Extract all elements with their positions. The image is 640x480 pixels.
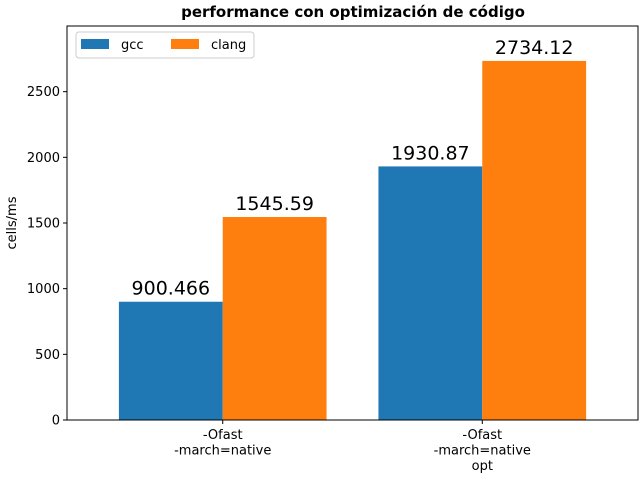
plot-area: 0 500 1000 1500 2000 2500 900.466 1930.87 1545.5…: [27, 37, 587, 474]
x-tick-label-line: -Ofast: [203, 428, 243, 443]
y-tick-label: 2500: [27, 85, 60, 100]
bar-clang: [482, 60, 587, 420]
data-label-gcc: 1930.87: [391, 142, 470, 164]
x-tick-label-line: opt: [472, 459, 493, 474]
y-tick-label: 0: [52, 414, 60, 429]
x-tick-label: -Ofast -march=native opt: [434, 428, 531, 474]
legend-box: [75, 31, 255, 59]
legend-swatch-clang: [171, 39, 199, 49]
bar-clang: [222, 217, 327, 420]
data-label-clang: 2734.12: [495, 37, 574, 59]
plot-frame: [66, 25, 639, 421]
x-tick-label-line: -march=native: [174, 444, 271, 459]
y-tick-label: 1000: [27, 282, 60, 297]
x-tick-label: -Ofast -march=native: [174, 428, 271, 459]
y-tick-label: 2000: [27, 151, 60, 166]
legend-label-clang: clang: [211, 38, 246, 53]
x-tick-label-line: -Ofast: [462, 428, 502, 443]
data-label-gcc: 900.466: [132, 278, 211, 300]
legend: gcc clang: [75, 31, 255, 59]
data-label-clang: 1545.59: [235, 193, 314, 215]
bar-gcc: [118, 301, 223, 420]
legend-label-gcc: gcc: [121, 38, 144, 53]
y-tick-label: 1500: [27, 217, 60, 232]
y-axis-label: cells/ms: [5, 196, 20, 249]
x-tick-label-line: -march=native: [434, 444, 531, 459]
bar-gcc: [378, 166, 483, 420]
chart-title: performance con optimización de código: [181, 3, 525, 21]
y-tick-label: 500: [35, 348, 60, 363]
legend-swatch-gcc: [81, 39, 109, 49]
